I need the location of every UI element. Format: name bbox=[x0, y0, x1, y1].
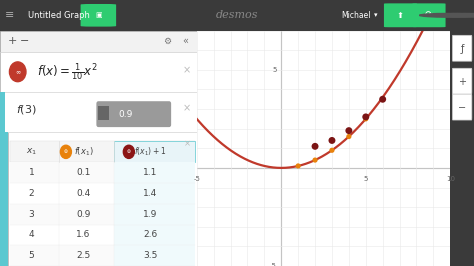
Text: +: + bbox=[8, 36, 17, 46]
Text: ∞: ∞ bbox=[15, 69, 20, 74]
FancyBboxPatch shape bbox=[412, 3, 446, 27]
Text: 2.6: 2.6 bbox=[143, 230, 158, 239]
Text: ▾: ▾ bbox=[374, 12, 378, 18]
FancyBboxPatch shape bbox=[10, 163, 195, 183]
Text: ⊛: ⊛ bbox=[64, 149, 68, 154]
Text: ≡: ≡ bbox=[5, 10, 14, 20]
Text: ×: × bbox=[183, 139, 191, 148]
FancyBboxPatch shape bbox=[81, 4, 116, 27]
Text: ⊛: ⊛ bbox=[127, 149, 131, 154]
Circle shape bbox=[419, 14, 474, 17]
Circle shape bbox=[436, 14, 474, 17]
Text: $x_1$: $x_1$ bbox=[26, 147, 37, 157]
Point bbox=[328, 138, 336, 143]
Circle shape bbox=[60, 145, 72, 159]
Point bbox=[362, 117, 370, 121]
FancyBboxPatch shape bbox=[98, 106, 109, 120]
Text: $f(x_1)$: $f(x_1)$ bbox=[74, 146, 93, 158]
FancyBboxPatch shape bbox=[0, 52, 197, 92]
Text: 1.9: 1.9 bbox=[143, 210, 158, 219]
FancyBboxPatch shape bbox=[114, 141, 195, 163]
FancyBboxPatch shape bbox=[0, 31, 197, 52]
Point bbox=[345, 134, 353, 139]
Text: «: « bbox=[182, 36, 188, 46]
FancyBboxPatch shape bbox=[8, 132, 197, 266]
Text: desmos: desmos bbox=[216, 10, 258, 20]
FancyBboxPatch shape bbox=[114, 183, 195, 204]
Text: 1.6: 1.6 bbox=[76, 230, 91, 239]
Text: 1.1: 1.1 bbox=[143, 168, 158, 177]
FancyBboxPatch shape bbox=[452, 94, 472, 120]
Text: $f(x) = \frac{1}{10}x^2$: $f(x) = \frac{1}{10}x^2$ bbox=[37, 61, 98, 83]
FancyBboxPatch shape bbox=[452, 35, 472, 61]
Text: 1: 1 bbox=[28, 168, 34, 177]
Text: 2: 2 bbox=[28, 189, 34, 198]
FancyBboxPatch shape bbox=[114, 204, 195, 225]
FancyBboxPatch shape bbox=[384, 3, 417, 27]
Text: -5: -5 bbox=[193, 176, 200, 182]
FancyBboxPatch shape bbox=[0, 92, 197, 132]
Text: 0.4: 0.4 bbox=[76, 189, 91, 198]
Text: ⚙: ⚙ bbox=[163, 37, 171, 46]
Text: ⟳: ⟳ bbox=[425, 10, 433, 20]
FancyBboxPatch shape bbox=[114, 225, 195, 245]
Text: 3.5: 3.5 bbox=[143, 251, 158, 260]
Text: Untitled Graph: Untitled Graph bbox=[28, 11, 91, 20]
Text: 0.9: 0.9 bbox=[118, 110, 132, 119]
Point bbox=[311, 144, 319, 148]
FancyBboxPatch shape bbox=[452, 68, 472, 94]
Text: +: + bbox=[458, 77, 466, 87]
FancyBboxPatch shape bbox=[114, 163, 195, 183]
Circle shape bbox=[123, 145, 134, 159]
Point bbox=[328, 148, 336, 152]
Text: 10: 10 bbox=[446, 176, 455, 182]
FancyBboxPatch shape bbox=[0, 92, 5, 132]
FancyBboxPatch shape bbox=[10, 141, 195, 163]
Point bbox=[362, 115, 370, 119]
Text: 0.9: 0.9 bbox=[76, 210, 91, 219]
Point bbox=[294, 164, 302, 168]
Text: 4: 4 bbox=[28, 230, 34, 239]
Text: 3: 3 bbox=[28, 210, 34, 219]
FancyBboxPatch shape bbox=[10, 245, 195, 266]
Text: 5: 5 bbox=[364, 176, 368, 182]
FancyBboxPatch shape bbox=[96, 101, 171, 127]
Point bbox=[311, 158, 319, 162]
Text: ×: × bbox=[183, 66, 191, 76]
FancyBboxPatch shape bbox=[0, 132, 8, 266]
Text: ƒ: ƒ bbox=[460, 44, 464, 55]
Text: −: − bbox=[458, 103, 466, 113]
Text: ×: × bbox=[183, 103, 191, 113]
Text: Michael: Michael bbox=[341, 11, 371, 20]
Text: 2.5: 2.5 bbox=[76, 251, 91, 260]
Point bbox=[345, 128, 353, 133]
Text: 5: 5 bbox=[28, 251, 34, 260]
FancyBboxPatch shape bbox=[10, 225, 195, 245]
Text: ⬆: ⬆ bbox=[397, 11, 404, 20]
FancyBboxPatch shape bbox=[10, 183, 195, 204]
Text: 1.4: 1.4 bbox=[143, 189, 158, 198]
Text: $f(3)$: $f(3)$ bbox=[16, 103, 36, 116]
Text: −: − bbox=[19, 36, 29, 46]
Circle shape bbox=[9, 62, 26, 82]
Text: -5: -5 bbox=[270, 263, 277, 266]
Text: $f(x_1)+1$: $f(x_1)+1$ bbox=[134, 146, 166, 158]
Text: 5: 5 bbox=[273, 67, 277, 73]
FancyBboxPatch shape bbox=[10, 204, 195, 225]
Point bbox=[379, 97, 386, 101]
Text: ▣: ▣ bbox=[95, 12, 102, 18]
Text: 0.1: 0.1 bbox=[76, 168, 91, 177]
FancyBboxPatch shape bbox=[114, 245, 195, 266]
